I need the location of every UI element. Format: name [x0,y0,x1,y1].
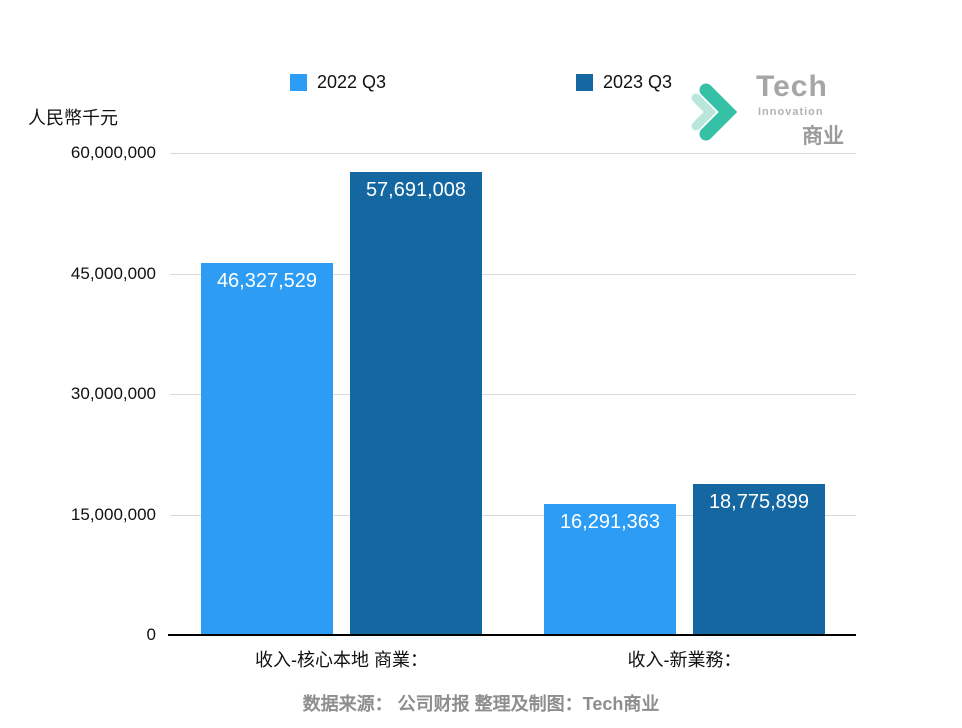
logo-cn-text: 商业 [802,125,844,148]
bar-value-label: 16,291,363 [559,511,661,534]
gridline [170,273,856,275]
legend: 2022 Q3 2023 Q3 [0,72,962,93]
gridline [170,514,856,516]
legend-item: 2023 Q3 [576,72,672,93]
x-category-label: 收入-核心本地 商業： [255,650,428,670]
y-tick-label: 45,000,000 [70,263,156,283]
y-tick-label: 0 [146,625,156,644]
x-axis-line [168,634,856,636]
bar-value-label: 57,691,008 [365,178,467,201]
bar-group: 46,327,529 57,691,008 [170,153,513,635]
brand-logo: Tech Innovation 商业 [691,70,850,148]
source-caption: 数据来源： 公司财报 整理及制图：Tech商业 [302,694,660,714]
legend-swatch-icon [576,74,593,91]
legend-swatch-icon [289,74,307,91]
y-axis-title: 人民幣千元 [28,108,118,128]
logo-subtitle: Innovation [758,106,824,118]
legend-label: 2022 Q3 [316,72,386,92]
y-axis-ticks: 0 15,000,000 30,000,000 45,000,000 60,000,00… [0,143,156,644]
legend-item: 2022 Q3 [289,72,386,93]
bar: 57,691,008 [350,171,482,635]
bar-group: 16,291,363 18,775,899 [513,153,856,635]
logo-title: Tech [756,70,828,103]
x-axis-labels: 收入-核心本地 商業： 收入-新業務： [170,646,856,672]
bar: 16,291,363 [544,504,676,635]
y-tick-label: 60,000,000 [70,143,156,162]
bar-value-label: 46,327,529 [216,269,318,292]
bar: 46,327,529 [201,262,333,635]
bar-value-label: 18,775,899 [708,491,810,514]
legend-label: 2023 Q3 [603,72,673,92]
chevron-icon [691,83,738,141]
bar-groups: 46,327,529 57,691,008 16,291,363 18,775,899 [170,153,856,635]
gridline [170,394,856,395]
gridlines [170,153,856,635]
y-tick-label: 30,000,000 [70,384,156,403]
y-tick-label: 15,000,000 [70,504,156,524]
plot-area: 46,327,529 57,691,008 16,291,363 18,775,899 [170,153,856,635]
x-category-label: 收入-新業務： [627,650,742,670]
bar: 18,775,899 [693,484,825,635]
gridline [170,153,856,154]
